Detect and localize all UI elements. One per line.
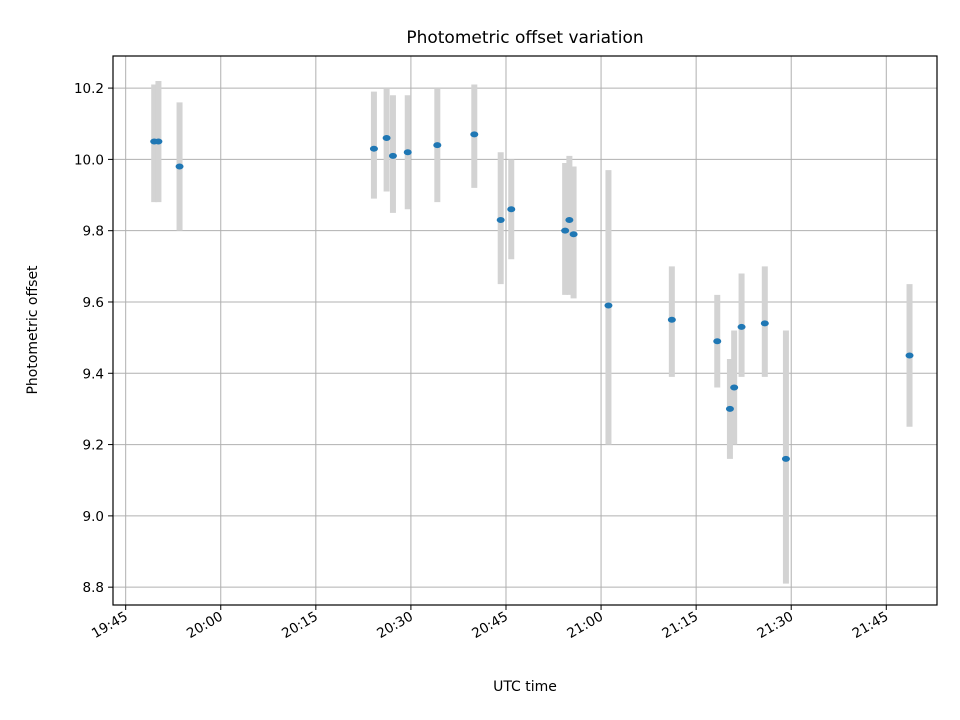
data-point (569, 231, 578, 238)
y-tick-label: 9.8 (83, 224, 104, 240)
y-tick-label: 10.0 (74, 152, 104, 168)
x-axis-ticks: 19:45 20:00 20:15 20:30 20:45 21:00 21:15 21:30… (89, 605, 891, 642)
data-point (781, 455, 790, 462)
data-point (561, 227, 570, 234)
y-tick-label: 8.8 (83, 580, 104, 596)
data-point (730, 384, 739, 391)
x-tick-label: 20:00 (184, 609, 226, 642)
data-point (604, 302, 613, 309)
data-point (507, 206, 516, 213)
data-point (433, 142, 442, 149)
data-point (760, 320, 769, 327)
data-point (470, 131, 479, 138)
data-point (737, 323, 746, 330)
data-point (565, 216, 574, 223)
y-tick-label: 9.2 (83, 438, 104, 454)
chart-title: Photometric offset variation (406, 28, 643, 48)
x-axis-label: UTC time (493, 679, 557, 695)
x-tick-label: 20:30 (374, 609, 416, 642)
plot-frame (112, 55, 938, 606)
data-point (403, 149, 412, 156)
x-tick-label: 21:00 (564, 609, 606, 642)
x-tick-label: 20:45 (469, 609, 511, 642)
x-tick-label: 21:15 (659, 609, 701, 642)
x-tick-label: 20:15 (279, 609, 321, 642)
y-axis-label: Photometric offset (25, 265, 41, 395)
data-point (388, 152, 397, 159)
y-tick-label: 9.4 (83, 366, 104, 382)
x-tick-label: 21:30 (755, 609, 797, 642)
y-tick-label: 9.0 (83, 509, 104, 525)
x-tick-label: 21:45 (850, 609, 892, 642)
x-tick-label: 19:45 (89, 609, 131, 642)
y-axis-ticks: 8.8 9.0 9.2 9.4 9.6 9.8 10.0 10.2 (74, 81, 113, 596)
data-point (369, 145, 378, 152)
y-tick-label: 10.2 (74, 81, 104, 97)
data-point (905, 352, 914, 359)
data-point (496, 216, 505, 223)
data-points (150, 131, 914, 462)
error-bars (151, 80, 913, 584)
grid (113, 56, 937, 605)
y-tick-label: 9.6 (83, 295, 104, 311)
data-point (725, 405, 734, 412)
data-point (382, 134, 391, 141)
data-point (713, 338, 722, 345)
data-point (154, 138, 163, 145)
data-point (175, 163, 184, 170)
data-point (667, 316, 676, 323)
